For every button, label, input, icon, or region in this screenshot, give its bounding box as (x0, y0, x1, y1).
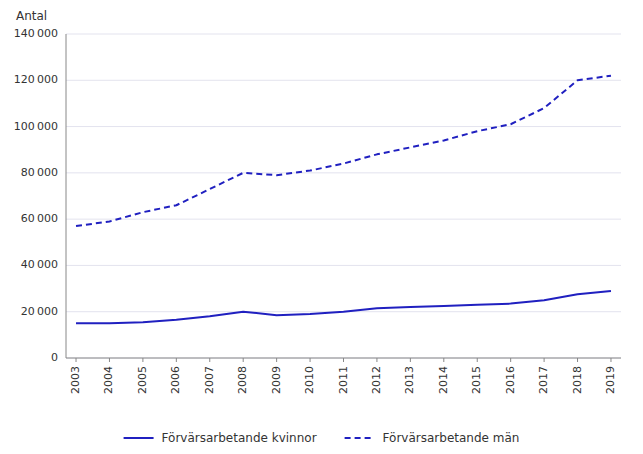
x-tick-label: 2010 (303, 366, 316, 394)
y-tick-label: 120 000 (14, 73, 58, 86)
y-tick-label: 60 000 (21, 212, 58, 225)
x-tick (443, 358, 444, 362)
x-tick (410, 358, 411, 362)
y-grid (66, 34, 621, 358)
x-tick-label: 2006 (169, 366, 182, 394)
x-tick-label: 2008 (236, 366, 249, 394)
chart: 0 20 000 40 000 60 000 80 000 100 000 120 000 1… (0, 0, 643, 454)
legend: Förvärsarbetande kvinnor Förvärsarbetande… (124, 431, 520, 445)
x-tick (209, 358, 210, 362)
x-tick-label: 2012 (370, 366, 383, 394)
y-tick-label: 40 000 (21, 258, 58, 271)
x-tick (276, 358, 277, 362)
x-tick (243, 358, 244, 362)
legend-item: Förvärsarbetande män (345, 431, 520, 445)
legend-swatch (124, 437, 154, 439)
grid-line (66, 219, 621, 220)
x-tick (310, 358, 311, 362)
x-tick-label: 2004 (102, 366, 115, 394)
grid-line (66, 126, 621, 127)
y-tick-labels: 0 20 000 40 000 60 000 80 000 100 000 120 000 1… (14, 27, 58, 364)
y-tick-label: 80 000 (21, 166, 58, 179)
x-tick-label: 2003 (69, 366, 82, 394)
x-tick-label: 2014 (437, 366, 450, 394)
x-tick (176, 358, 177, 362)
y-axis-label: Antal (16, 9, 47, 23)
y-axis-line (66, 34, 67, 358)
legend-label: Förvärsarbetande män (383, 431, 520, 445)
x-tick (376, 358, 377, 362)
line (76, 291, 611, 323)
x-tick (109, 358, 110, 362)
grid-line (66, 80, 621, 81)
series-group (76, 76, 611, 324)
x-tick (142, 358, 143, 362)
grid-line (66, 265, 621, 266)
grid-line (66, 34, 621, 35)
line (76, 76, 611, 226)
x-tick (544, 358, 545, 362)
x-tick-label: 2005 (136, 366, 149, 394)
grid-line (66, 172, 621, 173)
x-tick-label: 2007 (203, 366, 216, 394)
x-tick-label: 2018 (571, 366, 584, 394)
x-tick-label: 2019 (604, 366, 617, 394)
x-tick-label: 2015 (470, 366, 483, 394)
x-tick-label: 2016 (504, 366, 517, 394)
x-tick (610, 358, 611, 362)
x-tick-label: 2017 (537, 366, 550, 394)
x-tick (477, 358, 478, 362)
x-tick-label: 2011 (337, 366, 350, 394)
legend-label: Förvärsarbetande kvinnor (162, 431, 317, 445)
x-tick-label: 2013 (403, 366, 416, 394)
x-tick-label: 2009 (270, 366, 283, 394)
x-tick (510, 358, 511, 362)
x-ticks: 2003 2004 2005 2006 2007 2008 2009 2010 2011 2012… (69, 358, 617, 394)
y-tick-label: 140 000 (14, 27, 58, 40)
y-tick-label: 20 000 (21, 305, 58, 318)
x-tick (76, 358, 77, 362)
legend-item: Förvärsarbetande kvinnor (124, 431, 317, 445)
x-tick (577, 358, 578, 362)
legend-swatch (345, 437, 375, 439)
x-tick (343, 358, 344, 362)
y-tick-label: 100 000 (14, 120, 58, 133)
y-tick-label: 0 (51, 351, 58, 364)
